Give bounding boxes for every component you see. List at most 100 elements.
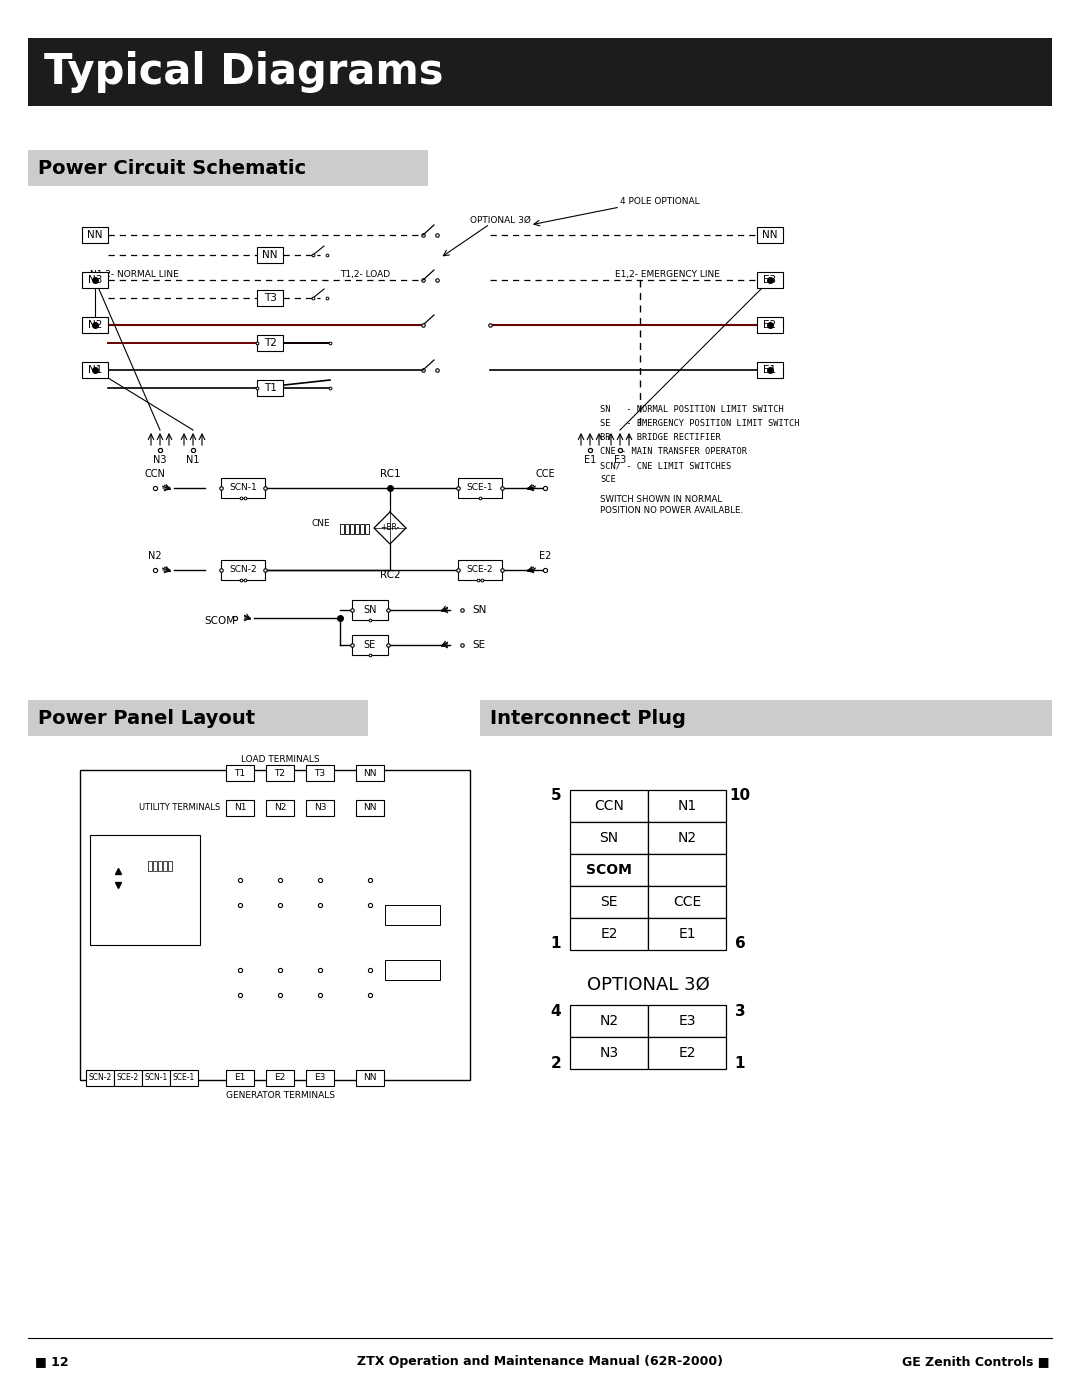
Bar xyxy=(266,766,294,781)
Text: CCN: CCN xyxy=(594,799,624,813)
Bar xyxy=(757,226,783,243)
Text: SCE-2: SCE-2 xyxy=(117,1073,139,1083)
Bar xyxy=(306,766,334,781)
Text: SN: SN xyxy=(407,911,419,919)
Text: N1,2- NORMAL LINE: N1,2- NORMAL LINE xyxy=(90,271,179,279)
Text: N1: N1 xyxy=(186,455,200,465)
Bar xyxy=(158,861,162,870)
Text: E3: E3 xyxy=(678,1014,696,1028)
Text: SE: SE xyxy=(364,640,376,650)
Text: SWITCH SHOWN IN NORMAL
POSITION NO POWER AVAILABLE.: SWITCH SHOWN IN NORMAL POSITION NO POWER… xyxy=(600,496,743,514)
Text: 2: 2 xyxy=(551,1056,562,1070)
Text: T2: T2 xyxy=(264,338,276,348)
Text: SCE-1: SCE-1 xyxy=(173,1073,195,1083)
Text: N1: N1 xyxy=(233,803,246,813)
Text: SCE-1: SCE-1 xyxy=(467,483,494,493)
Text: SCN-1: SCN-1 xyxy=(145,1073,167,1083)
Bar xyxy=(570,1037,648,1069)
Bar xyxy=(266,800,294,816)
Bar xyxy=(82,317,108,332)
Bar xyxy=(570,1004,648,1037)
Text: T1: T1 xyxy=(234,768,245,778)
Text: T3: T3 xyxy=(264,293,276,303)
Bar xyxy=(345,524,349,534)
Bar xyxy=(306,1070,334,1085)
Text: OPTIONAL 3Ø: OPTIONAL 3Ø xyxy=(586,977,710,995)
Bar xyxy=(355,524,359,534)
Bar xyxy=(153,861,157,870)
Text: E3: E3 xyxy=(764,275,777,285)
Text: CNE - MAIN TRANSFER OPERATOR: CNE - MAIN TRANSFER OPERATOR xyxy=(600,447,747,457)
Bar xyxy=(163,861,167,870)
Text: T2: T2 xyxy=(274,768,285,778)
Bar xyxy=(570,918,648,950)
Bar xyxy=(356,800,384,816)
Text: NN: NN xyxy=(262,250,278,260)
Text: E2: E2 xyxy=(274,1073,285,1083)
Text: 4 POLE OPTIONAL: 4 POLE OPTIONAL xyxy=(620,197,700,207)
Text: CNE: CNE xyxy=(311,518,330,528)
Bar xyxy=(226,800,254,816)
Text: E1: E1 xyxy=(764,365,777,374)
Bar xyxy=(365,524,369,534)
Text: N2: N2 xyxy=(677,831,697,845)
Text: CCE: CCE xyxy=(536,469,555,479)
Text: SN: SN xyxy=(363,605,377,615)
Bar xyxy=(648,886,726,918)
Bar xyxy=(257,291,283,306)
Bar xyxy=(226,1070,254,1085)
Bar xyxy=(757,272,783,288)
Bar xyxy=(570,854,648,886)
Text: SCOM: SCOM xyxy=(586,863,632,877)
Text: +BR-: +BR- xyxy=(380,524,400,532)
Text: LOAD TERMINALS: LOAD TERMINALS xyxy=(241,756,320,764)
Text: 10: 10 xyxy=(729,788,751,803)
Text: E2: E2 xyxy=(678,1046,696,1060)
Text: OPTIONAL 3Ø: OPTIONAL 3Ø xyxy=(470,215,531,225)
Text: SCN-2: SCN-2 xyxy=(89,1073,111,1083)
Bar xyxy=(82,226,108,243)
Text: N3: N3 xyxy=(87,275,103,285)
Text: Power Circuit Schematic: Power Circuit Schematic xyxy=(38,158,306,177)
Text: RC2: RC2 xyxy=(98,893,114,901)
Bar xyxy=(257,247,283,263)
Text: SN: SN xyxy=(599,831,619,845)
Text: RC2: RC2 xyxy=(380,570,401,580)
Bar xyxy=(356,766,384,781)
Bar xyxy=(221,478,265,497)
Bar xyxy=(360,524,364,534)
Text: SCN-2: SCN-2 xyxy=(229,566,257,574)
Bar xyxy=(80,770,470,1080)
Text: CNE: CNE xyxy=(150,851,167,859)
Bar xyxy=(148,861,152,870)
Bar xyxy=(266,1070,294,1085)
Bar xyxy=(28,38,1052,106)
Text: SN   - NORMAL POSITION LIMIT SWITCH: SN - NORMAL POSITION LIMIT SWITCH xyxy=(600,405,784,415)
Bar xyxy=(480,700,1052,736)
Text: E3: E3 xyxy=(613,455,626,465)
Text: E1: E1 xyxy=(678,928,696,942)
Text: E1,2- EMERGENCY LINE: E1,2- EMERGENCY LINE xyxy=(615,271,720,279)
Text: SCN-1: SCN-1 xyxy=(229,483,257,493)
Text: E3: E3 xyxy=(314,1073,326,1083)
Bar xyxy=(648,789,726,821)
Text: SCN/ - CNE LIMIT SWITCHES: SCN/ - CNE LIMIT SWITCHES xyxy=(600,461,731,471)
Text: T1,2- LOAD: T1,2- LOAD xyxy=(340,271,390,279)
Bar xyxy=(356,1070,384,1085)
Bar xyxy=(340,524,345,534)
Bar xyxy=(82,272,108,288)
Bar xyxy=(648,918,726,950)
Bar xyxy=(168,861,172,870)
Bar xyxy=(570,821,648,854)
Text: RC1: RC1 xyxy=(380,469,401,479)
Text: GENERATOR TERMINALS: GENERATOR TERMINALS xyxy=(226,1091,335,1099)
Text: 1: 1 xyxy=(551,936,562,951)
Text: SCE: SCE xyxy=(600,475,616,485)
Bar xyxy=(570,886,648,918)
Text: E2: E2 xyxy=(764,320,777,330)
Bar xyxy=(257,335,283,351)
Text: Power Panel Layout: Power Panel Layout xyxy=(38,708,255,728)
Bar xyxy=(90,835,200,944)
Text: RC1: RC1 xyxy=(98,851,114,859)
Text: E1: E1 xyxy=(234,1073,245,1083)
